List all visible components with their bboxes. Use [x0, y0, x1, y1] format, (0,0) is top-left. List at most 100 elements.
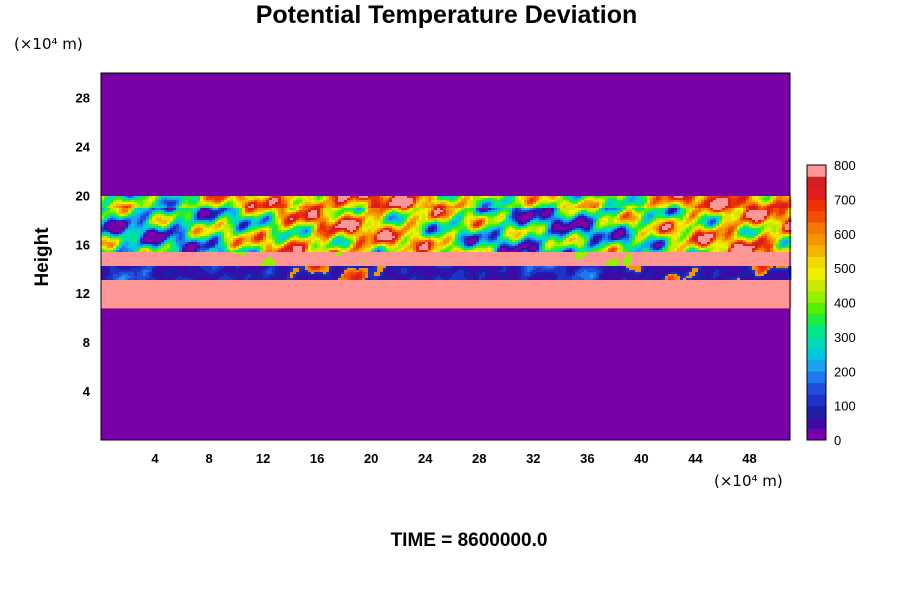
heatmap-cell: [125, 224, 129, 227]
heatmap-cell: [746, 228, 750, 231]
heatmap-cell: [611, 212, 615, 215]
heatmap-cell: [359, 228, 363, 231]
heatmap-cell: [137, 232, 141, 235]
heatmap-cell: [773, 230, 777, 233]
heatmap-cell: [689, 236, 693, 239]
heatmap-cell: [428, 216, 432, 219]
heatmap-cell: [455, 234, 459, 237]
heatmap-cell: [107, 196, 111, 199]
heatmap-cell: [323, 200, 327, 203]
heatmap-cell: [308, 234, 312, 237]
heatmap-cell: [416, 200, 420, 203]
heatmap-cell: [290, 224, 294, 227]
heatmap-cell: [122, 224, 126, 227]
heatmap-cell: [101, 210, 105, 213]
heatmap-cell: [314, 228, 318, 231]
heatmap-cell: [650, 210, 654, 213]
heatmap-cell: [248, 214, 252, 217]
heatmap-cell: [287, 208, 291, 211]
heatmap-cell: [635, 198, 639, 201]
heatmap-cell: [347, 222, 351, 225]
heatmap-cell: [104, 198, 108, 201]
heatmap-cell: [290, 216, 294, 219]
heatmap-cell: [260, 214, 264, 217]
heatmap-cell: [539, 196, 543, 199]
heatmap-cell: [782, 228, 786, 231]
heatmap-cell: [434, 208, 438, 211]
heatmap-cell: [701, 206, 705, 209]
heatmap-cell: [752, 208, 756, 211]
heatmap-cell: [530, 206, 534, 209]
heatmap-cell: [758, 226, 762, 229]
heatmap-cell: [290, 226, 294, 229]
heatmap-cell: [293, 224, 297, 227]
heatmap-cell: [491, 232, 495, 235]
heatmap-cell: [722, 224, 726, 227]
heatmap-cell: [548, 230, 552, 233]
heatmap-cell: [770, 218, 774, 221]
heatmap-cell: [719, 196, 723, 199]
heatmap-cell: [242, 238, 246, 241]
heatmap-cell: [221, 212, 225, 215]
heatmap-cell: [200, 214, 204, 217]
heatmap-cell: [230, 196, 234, 199]
heatmap-cell: [257, 224, 261, 227]
heatmap-cell: [452, 198, 456, 201]
heatmap-cell: [185, 238, 189, 241]
heatmap-cell: [452, 204, 456, 207]
heatmap-cell: [638, 222, 642, 225]
heatmap-cell: [218, 226, 222, 229]
heatmap-cell: [686, 204, 690, 207]
heatmap-cell: [488, 234, 492, 237]
heatmap-cell: [149, 202, 153, 205]
heatmap-cell: [485, 198, 489, 201]
heatmap-cell: [551, 210, 555, 213]
heatmap-cell: [782, 224, 786, 227]
heatmap-cell: [140, 212, 144, 215]
heatmap-cell: [383, 206, 387, 209]
heatmap-cell: [614, 198, 618, 201]
heatmap-cell: [149, 224, 153, 227]
heatmap-cell: [203, 230, 207, 233]
heatmap-cell: [347, 224, 351, 227]
heatmap-cell: [185, 222, 189, 225]
heatmap-cell: [566, 214, 570, 217]
heatmap-cell: [293, 238, 297, 241]
heatmap-cell: [683, 218, 687, 221]
heatmap-cell: [338, 210, 342, 213]
heatmap-cell: [203, 210, 207, 213]
heatmap-cell: [338, 214, 342, 217]
heatmap-cell: [734, 214, 738, 217]
heatmap-cell: [584, 208, 588, 211]
heatmap-cell: [779, 198, 783, 201]
heatmap-cell: [680, 232, 684, 235]
heatmap-cell: [458, 226, 462, 229]
heatmap-cell: [317, 208, 321, 211]
heatmap-cell: [713, 206, 717, 209]
heatmap-cell: [245, 216, 249, 219]
heatmap-cell: [455, 210, 459, 213]
heatmap-cell: [623, 212, 627, 215]
heatmap-cell: [395, 208, 399, 211]
heatmap-cell: [464, 238, 468, 241]
heatmap-cell: [146, 224, 150, 227]
heatmap-cell: [506, 228, 510, 231]
heatmap-cell: [536, 196, 540, 199]
heatmap-cell: [245, 226, 249, 229]
heatmap-cell: [653, 218, 657, 221]
heatmap-cell: [344, 206, 348, 209]
heatmap-cell: [701, 212, 705, 215]
heatmap-cell: [725, 230, 729, 233]
heatmap-cell: [722, 232, 726, 235]
heatmap-cell: [326, 208, 330, 211]
heatmap-cell: [404, 204, 408, 207]
heatmap-cell: [632, 200, 636, 203]
heatmap-cell: [644, 216, 648, 219]
heatmap-cell: [530, 210, 534, 213]
heatmap-cell: [104, 196, 108, 199]
heatmap-cell: [371, 234, 375, 237]
heatmap-cell: [248, 224, 252, 227]
heatmap-cell: [338, 216, 342, 219]
heatmap-cell: [605, 228, 609, 231]
heatmap-cell: [521, 202, 525, 205]
